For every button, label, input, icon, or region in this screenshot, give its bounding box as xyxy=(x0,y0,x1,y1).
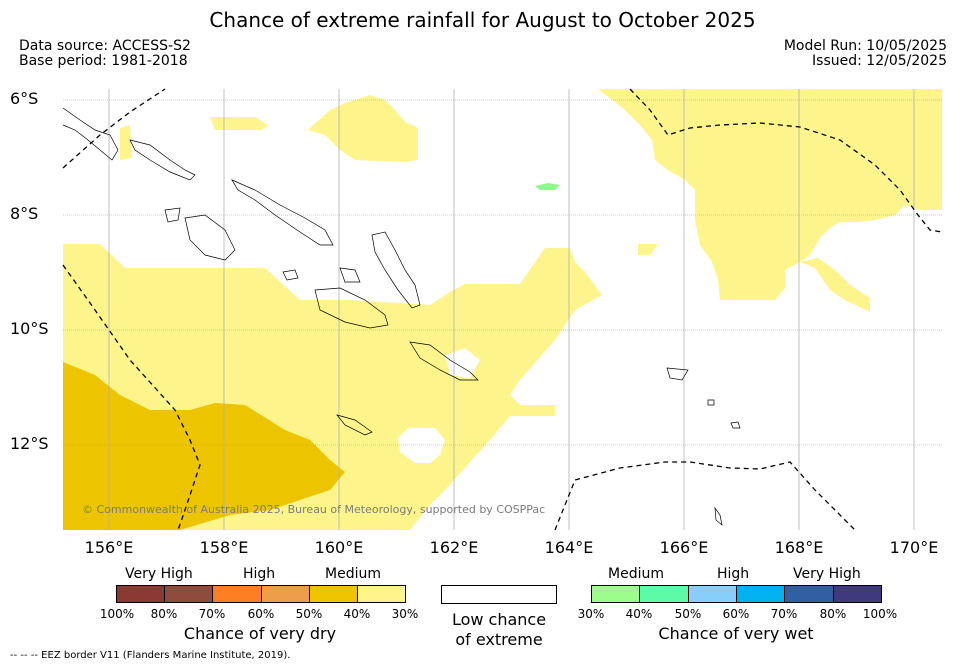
copyright-notice: © Commonwealth of Australia 2025, Bureau… xyxy=(82,503,546,516)
lon-label: 158°E xyxy=(199,538,249,557)
eez-line xyxy=(62,264,201,531)
legend-tick: 80% xyxy=(150,607,178,621)
legend-tick: 70% xyxy=(198,607,226,621)
island-florida xyxy=(282,269,299,281)
lon-label: 168°E xyxy=(774,538,824,557)
legend-swatch xyxy=(688,585,737,603)
legend-tick: 40% xyxy=(625,607,653,621)
legend-tick: 40% xyxy=(343,607,371,621)
eez-line xyxy=(629,88,943,233)
meridians xyxy=(108,89,915,530)
legend-swatch xyxy=(116,585,165,603)
island-small xyxy=(707,399,715,406)
legend-swatch xyxy=(309,585,358,603)
dry-medium-patch xyxy=(800,258,870,312)
legend-tick: 30% xyxy=(577,607,605,621)
legend-tick: 80% xyxy=(819,607,847,621)
meta-left: Data source: ACCESS-S2 Base period: 1981… xyxy=(19,39,191,69)
issued-date: Issued: 12/05/2025 xyxy=(812,53,947,69)
legend-dry-head: High xyxy=(243,566,276,582)
eez-borders xyxy=(62,88,943,531)
legend-tick: 50% xyxy=(295,607,323,621)
eez-footnote: -- -- -- EEZ border V11 (Flanders Marine… xyxy=(10,650,291,661)
legend-tick: 60% xyxy=(722,607,750,621)
island-bougainville xyxy=(62,107,119,161)
legend-wet-title: Chance of very wet xyxy=(658,624,814,643)
legend-swatch xyxy=(736,585,785,603)
eez-line xyxy=(554,461,856,531)
legend-swatch xyxy=(591,585,640,603)
island-santa-cruz xyxy=(666,367,689,381)
island-rennell xyxy=(336,414,373,436)
island-small xyxy=(730,421,741,429)
legend-swatch xyxy=(784,585,834,603)
lon-label: 156°E xyxy=(84,538,134,557)
lon-label: 170°E xyxy=(889,538,939,557)
legend-wet-head: Medium xyxy=(608,566,664,582)
legend-tick: 30% xyxy=(391,607,419,621)
legend-swatch xyxy=(261,585,310,603)
legend-tick: 50% xyxy=(674,607,702,621)
legend-swatch xyxy=(833,585,882,603)
lat-label: 10°S xyxy=(10,319,49,338)
model-run: Model Run: 10/05/2025 xyxy=(783,38,947,54)
chart-title: Chance of extreme rainfall for August to… xyxy=(209,8,756,32)
island-newgeorgia xyxy=(184,214,236,261)
legend-low-label: Low chance of extreme xyxy=(452,610,546,650)
legend-swatch xyxy=(212,585,262,603)
legend-tick: 100% xyxy=(862,607,898,621)
legend-low-line: Low chance xyxy=(451,610,547,629)
legend-dry-title: Chance of very dry xyxy=(183,624,337,643)
island-isabel xyxy=(231,179,334,246)
dry-medium-region-north xyxy=(308,95,418,162)
island-choiseul xyxy=(129,139,196,181)
eez-line xyxy=(62,88,166,169)
island-russell xyxy=(339,267,361,283)
island-newgeorgia xyxy=(164,207,181,223)
base-period: Base period: 1981-2018 xyxy=(19,53,188,69)
island-guadalcanal xyxy=(314,287,389,329)
lon-label: 160°E xyxy=(314,538,364,557)
island-malaita xyxy=(371,231,421,309)
island-small xyxy=(714,506,723,526)
legend-low-swatch xyxy=(441,585,557,604)
legend-low-line: of extreme xyxy=(455,630,543,649)
legend-swatch xyxy=(639,585,689,603)
coastlines xyxy=(62,107,741,526)
lon-label: 162°E xyxy=(429,538,479,557)
legend-dry-head: Medium xyxy=(325,566,381,582)
legend-dry-head: Very High xyxy=(125,566,193,582)
dry-medium-patch xyxy=(210,117,268,130)
legend-tick: 60% xyxy=(247,607,275,621)
dry-medium-patch xyxy=(638,244,658,255)
graticule xyxy=(63,99,942,446)
legend-tick: 100% xyxy=(99,607,135,621)
legend-swatch xyxy=(164,585,213,603)
dry-high-region xyxy=(63,362,345,530)
lon-label: 164°E xyxy=(544,538,594,557)
dry-medium-patch xyxy=(120,125,132,160)
no-signal-hole xyxy=(398,428,445,463)
legend-wet-head: Very High xyxy=(793,566,861,582)
legend-swatch xyxy=(357,585,406,603)
meta-right: Model Run: 10/05/2025 Issued: 12/05/2025 xyxy=(784,39,947,69)
legend-tick: 70% xyxy=(770,607,798,621)
lat-label: 8°S xyxy=(10,204,39,223)
lat-label: 6°S xyxy=(10,89,39,108)
wet-medium-patch xyxy=(535,183,560,190)
island-makira xyxy=(409,341,479,381)
data-source: Data source: ACCESS-S2 xyxy=(19,38,191,54)
lon-label: 166°E xyxy=(659,538,709,557)
lat-label: 12°S xyxy=(10,434,49,453)
legend-wet-head: High xyxy=(717,566,750,582)
